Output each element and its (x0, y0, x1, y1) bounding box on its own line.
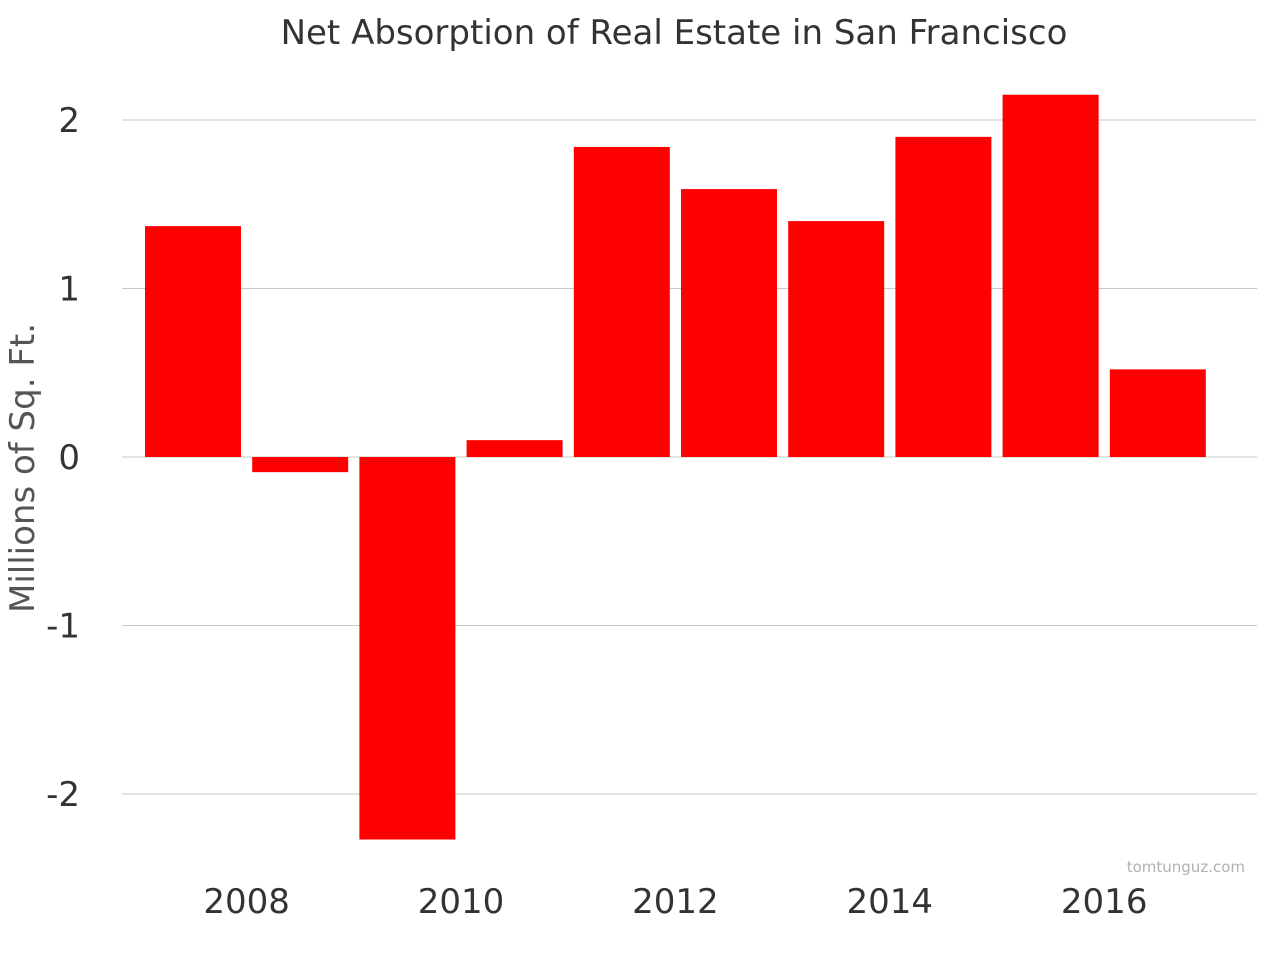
bar (1002, 94, 1099, 457)
y-tick-label: 1 (58, 270, 80, 310)
x-tick-label: 2012 (632, 882, 719, 922)
y-axis-ticks: -2 -1 0 1 2 (46, 101, 80, 815)
bar (895, 136, 992, 457)
x-tick-label: 2008 (203, 882, 290, 922)
y-axis-label: Millions of Sq. Ft. (3, 323, 43, 613)
bar (145, 226, 241, 457)
watermark: tomtunguz.com (1127, 858, 1245, 876)
bar (681, 189, 777, 457)
x-axis-ticks: 2008 2010 2012 2014 2016 (203, 882, 1147, 922)
y-tick-label: 0 (58, 438, 80, 478)
y-tick-label: -1 (46, 607, 80, 647)
x-tick-label: 2016 (1061, 882, 1148, 922)
bars (145, 94, 1206, 840)
bar (1109, 369, 1206, 457)
bar (573, 146, 670, 457)
bar (466, 440, 563, 457)
bar (252, 457, 349, 473)
bar (788, 221, 885, 457)
y-tick-label: -2 (46, 775, 80, 815)
x-tick-label: 2010 (418, 882, 505, 922)
x-tick-label: 2014 (847, 882, 934, 922)
chart-title: Net Absorption of Real Estate in San Fra… (281, 13, 1068, 53)
bar (359, 457, 456, 840)
y-tick-label: 2 (58, 101, 80, 141)
